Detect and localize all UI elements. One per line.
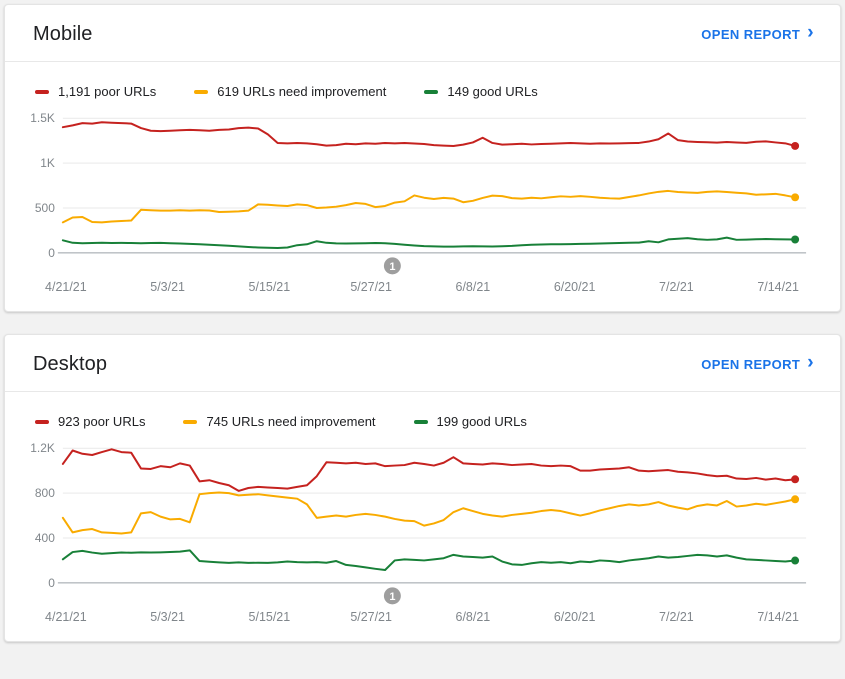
x-tick-label: 4/21/21 [45, 280, 87, 294]
mobile-chart-area[interactable]: 1.5K 1K 500 0 4/21/21 5/3/21 5/15/21 5/27/21 6/8… [5, 101, 840, 311]
urls-need-improvement-line [61, 189, 797, 224]
urls-need-improvement-line [61, 491, 797, 535]
legend-label-needs-improvement: 619 URLs need improvement [217, 84, 387, 99]
y-tick-label: 0 [48, 246, 55, 260]
x-tick-label: 5/15/21 [249, 610, 291, 624]
mobile-card: Mobile OPEN REPORT › 1,191 poor URLs 619… [4, 4, 841, 312]
svg-text:1: 1 [389, 261, 395, 273]
y-tick-label: 1.2K [30, 441, 55, 455]
series-end-dot [791, 495, 800, 504]
annotation-marker[interactable]: 1 [383, 257, 401, 275]
legend-label-good: 149 good URLs [447, 84, 538, 99]
open-report-link[interactable]: OPEN REPORT › [701, 21, 814, 44]
desktop-line-chart[interactable]: 1.2K 800 400 0 4/21/21 5/3/21 5/15/21 5/27/21 6/… [5, 437, 840, 629]
legend-item-poor[interactable]: 923 poor URLs [35, 414, 145, 429]
x-tick-label: 6/20/21 [554, 610, 596, 624]
desktop-card-header: Desktop OPEN REPORT › [5, 335, 840, 392]
x-tick-label: 7/2/21 [659, 280, 694, 294]
mobile-card-header: Mobile OPEN REPORT › [5, 5, 840, 62]
y-tick-label: 1K [40, 156, 55, 170]
poor-urls-line [61, 121, 797, 148]
legend-label-poor: 1,191 poor URLs [58, 84, 157, 99]
x-tick-label: 5/27/21 [350, 280, 392, 294]
x-tick-label: 7/14/21 [757, 280, 799, 294]
needs-improvement-swatch-icon [194, 89, 209, 94]
legend: 1,191 poor URLs 619 URLs need improvemen… [5, 62, 840, 101]
needs-improvement-swatch-icon [183, 419, 198, 424]
open-report-link[interactable]: OPEN REPORT › [701, 351, 814, 374]
open-report-label: OPEN REPORT [701, 356, 801, 372]
open-report-label: OPEN REPORT [701, 26, 801, 42]
legend-item-needs-improvement[interactable]: 745 URLs need improvement [183, 414, 376, 429]
x-tick-label: 6/8/21 [456, 280, 491, 294]
x-tick-label: 5/15/21 [249, 280, 291, 294]
good-swatch-icon [413, 419, 428, 424]
y-tick-label: 500 [35, 201, 55, 215]
page-title: Desktop [33, 352, 108, 375]
y-tick-label: 1.5K [30, 111, 55, 125]
annotation-marker[interactable]: 1 [383, 587, 401, 605]
svg-text:1: 1 [389, 591, 395, 603]
series-end-dot [791, 193, 800, 202]
good-urls-line [61, 549, 797, 572]
good-urls-line [61, 236, 797, 249]
legend-label-needs-improvement: 745 URLs need improvement [206, 414, 376, 429]
desktop-card: Desktop OPEN REPORT › 923 poor URLs 745 … [4, 334, 841, 642]
poor-swatch-icon [35, 89, 49, 94]
series-end-dot [791, 556, 800, 565]
x-tick-label: 5/3/21 [150, 280, 185, 294]
mobile-line-chart[interactable]: 1.5K 1K 500 0 4/21/21 5/3/21 5/15/21 5/27/21 6/8… [5, 107, 840, 299]
x-tick-label: 5/27/21 [350, 610, 392, 624]
legend-item-needs-improvement[interactable]: 619 URLs need improvement [194, 84, 386, 99]
y-tick-label: 400 [35, 531, 55, 545]
good-swatch-icon [424, 89, 439, 94]
x-tick-label: 7/2/21 [659, 610, 694, 624]
series-end-dot [791, 141, 800, 150]
x-tick-label: 6/8/21 [456, 610, 491, 624]
x-tick-label: 5/3/21 [150, 610, 185, 624]
legend-item-poor[interactable]: 1,191 poor URLs [35, 84, 156, 99]
x-tick-label: 6/20/21 [554, 280, 596, 294]
chevron-right-icon: › [807, 21, 814, 43]
legend-label-poor: 923 poor URLs [58, 414, 146, 429]
legend-item-good[interactable]: 149 good URLs [424, 84, 538, 99]
poor-urls-line [61, 448, 797, 492]
series-end-dot [791, 475, 800, 484]
legend-label-good: 199 good URLs [436, 414, 527, 429]
chevron-right-icon: › [807, 351, 814, 373]
series-end-dot [791, 235, 800, 244]
desktop-chart-area[interactable]: 1.2K 800 400 0 4/21/21 5/3/21 5/15/21 5/27/21 6/… [5, 431, 840, 641]
legend: 923 poor URLs 745 URLs need improvement … [5, 392, 840, 431]
y-tick-label: 0 [48, 576, 55, 590]
x-tick-label: 4/21/21 [45, 610, 87, 624]
legend-item-good[interactable]: 199 good URLs [413, 414, 527, 429]
y-tick-label: 800 [35, 486, 55, 500]
x-tick-label: 7/14/21 [757, 610, 799, 624]
poor-swatch-icon [35, 419, 49, 424]
page-title: Mobile [33, 22, 93, 45]
